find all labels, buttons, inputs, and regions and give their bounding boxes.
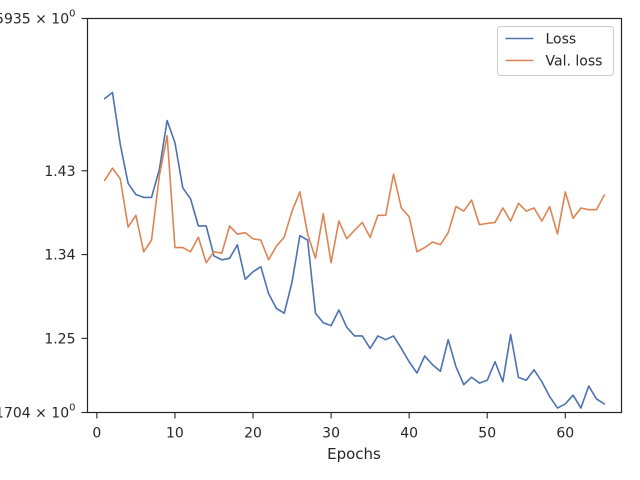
x-tick-label: 40 [400, 426, 418, 442]
legend-label-1: Loss [546, 32, 577, 48]
x-tick-label: 10 [166, 426, 184, 442]
series-line-1 [103, 91, 606, 409]
legend-label-2: Val. loss [546, 54, 603, 70]
series-line-2 [103, 134, 606, 264]
legend: Loss Val. loss [497, 26, 614, 76]
x-tick-label: 60 [556, 426, 574, 442]
x-axis: 0 10 20 30 40 50 60 [92, 412, 574, 442]
y-tick-label: 1.25 [44, 331, 75, 347]
x-tick-label: 0 [92, 426, 101, 442]
plot-lines [103, 91, 606, 409]
plot-frame [86, 17, 623, 414]
y-axis: 1.1704 × 100 1.25 1.34 1.43 1.5935 × 100 [0, 9, 88, 422]
y-tick-label: 1.34 [44, 248, 75, 264]
x-tick-label: 30 [322, 426, 340, 442]
y-tick-label: 1.5935 × 100 [0, 9, 76, 28]
y-tick-label: 1.43 [44, 164, 75, 180]
x-axis-title: Epochs [327, 445, 381, 463]
y-tick-label: 1.1704 × 100 [0, 403, 76, 422]
x-tick-label: 50 [478, 426, 496, 442]
x-tick-label: 20 [244, 426, 262, 442]
